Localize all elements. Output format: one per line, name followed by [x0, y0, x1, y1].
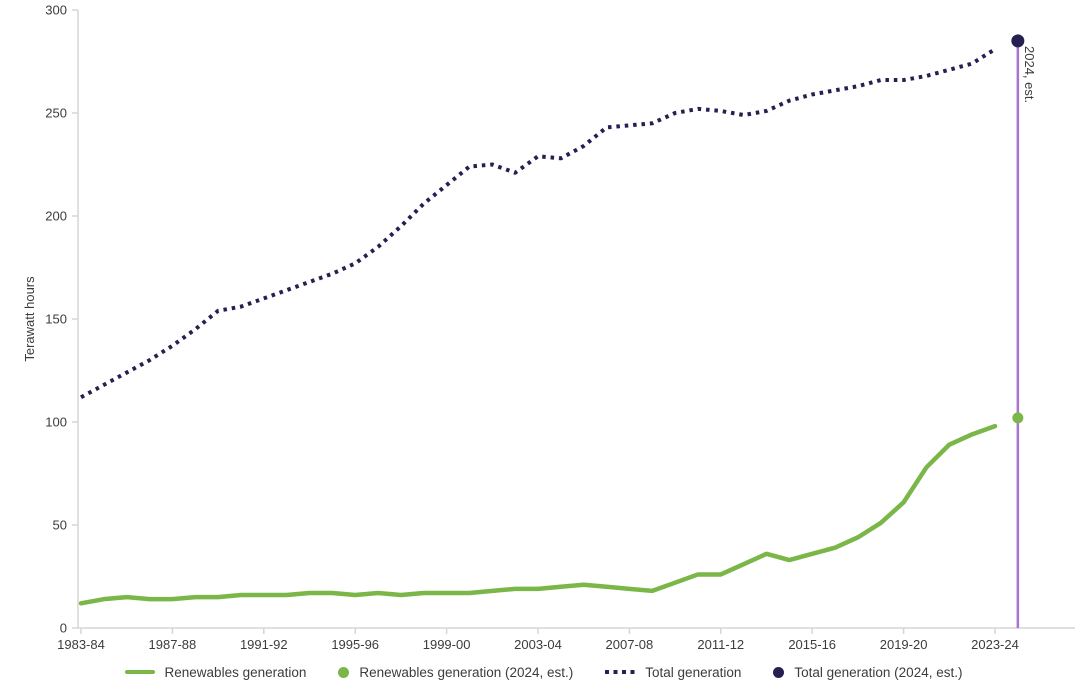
- y-tick-label: 300: [45, 3, 67, 18]
- x-tick-label: 2023-24: [971, 637, 1019, 652]
- y-tick-label: 0: [60, 621, 67, 636]
- renewables-est-dot-icon: [338, 666, 350, 678]
- x-tick-label: 1991-92: [240, 637, 288, 652]
- y-tick-label: 100: [45, 415, 67, 430]
- x-tick-label: 1983-84: [57, 637, 105, 652]
- renewables-line-swatch-icon: [124, 670, 155, 674]
- x-tick-label: 2011-12: [697, 637, 744, 652]
- y-tick-label: 250: [45, 106, 67, 121]
- estimate-label: 2024, est.: [1022, 46, 1037, 103]
- legend-item-total-est: Total generation (2024, est.): [773, 665, 962, 680]
- axis-lines: [77, 10, 1075, 629]
- total-dotted-line-swatch-icon: [605, 670, 636, 674]
- legend-item-renewables-est: Renewables generation (2024, est.): [338, 665, 573, 680]
- x-tick-label: 2019-20: [880, 637, 928, 652]
- renewables-estimate-dot: [1012, 412, 1024, 424]
- legend-item-renewables: Renewables generation: [124, 664, 307, 680]
- x-tick-label: 1987-88: [149, 637, 197, 652]
- legend-item-total: Total generation: [605, 665, 741, 680]
- x-tick-label: 2015-16: [788, 637, 836, 652]
- total-line: [80, 47, 997, 400]
- legend-label: Renewables generation: [164, 664, 307, 680]
- x-tick-label: 2007-08: [606, 637, 654, 652]
- y-tick-label: 200: [45, 209, 67, 224]
- legend-label: Total generation (2024, est.): [794, 664, 963, 680]
- total-est-dot-icon: [773, 666, 785, 678]
- y-tick-label: 50: [53, 518, 67, 533]
- renewables-line: [78, 423, 998, 606]
- y-axis-title: Terawatt hours: [22, 276, 37, 362]
- x-tick-label: 1995-96: [331, 637, 379, 652]
- legend: Renewables generation Renewables generat…: [0, 659, 1087, 685]
- x-tick-label: 2003-04: [514, 637, 562, 652]
- y-tick-label: 150: [45, 312, 67, 327]
- total-estimate-dot: [1011, 34, 1025, 48]
- x-tick-label: 1999-00: [423, 637, 471, 652]
- legend-label: Total generation: [645, 664, 742, 680]
- legend-label: Renewables generation (2024, est.): [359, 664, 574, 680]
